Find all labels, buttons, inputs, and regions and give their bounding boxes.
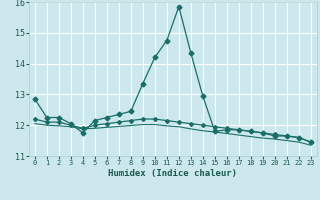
X-axis label: Humidex (Indice chaleur): Humidex (Indice chaleur) (108, 169, 237, 178)
